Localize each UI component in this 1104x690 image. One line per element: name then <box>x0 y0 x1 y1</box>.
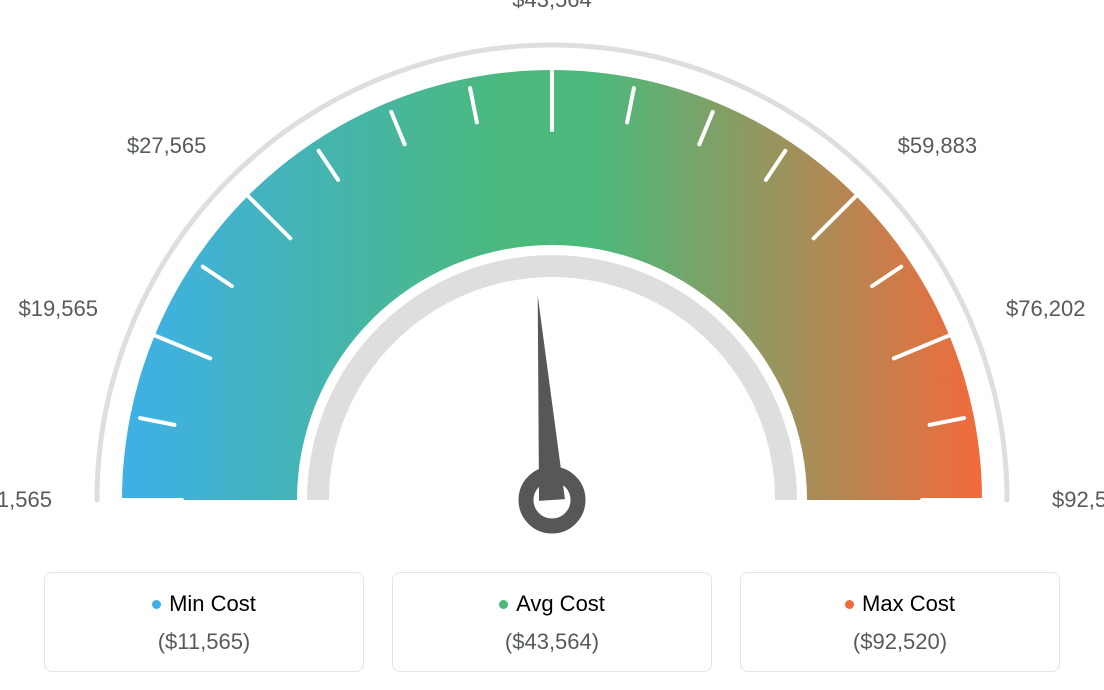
legend-title-max: Max Cost <box>751 591 1049 617</box>
gauge-tick-label: $27,565 <box>127 133 207 159</box>
legend-value-min: ($11,565) <box>55 629 353 655</box>
legend-card-avg: Avg Cost ($43,564) <box>392 572 712 672</box>
legend-value-avg: ($43,564) <box>403 629 701 655</box>
dot-icon-min <box>152 600 161 609</box>
gauge-tick-label: $11,565 <box>0 487 52 513</box>
legend-card-min: Min Cost ($11,565) <box>44 572 364 672</box>
legend-card-max: Max Cost ($92,520) <box>740 572 1060 672</box>
legend-value-max: ($92,520) <box>751 629 1049 655</box>
gauge-area: $11,565 $19,565 $27,565 $43,564 $59,883 $76,2… <box>0 0 1104 560</box>
legend-label-max: Max Cost <box>862 591 955 617</box>
gauge-svg <box>0 0 1104 560</box>
gauge-tick-label: $76,202 <box>1006 296 1086 322</box>
legend-row: Min Cost ($11,565) Avg Cost ($43,564) Ma… <box>0 572 1104 672</box>
dot-icon-max <box>845 600 854 609</box>
legend-title-min: Min Cost <box>55 591 353 617</box>
legend-label-avg: Avg Cost <box>516 591 605 617</box>
dot-icon-avg <box>499 600 508 609</box>
legend-title-avg: Avg Cost <box>403 591 701 617</box>
gauge-tick-label: $92,520 <box>1052 487 1104 513</box>
gauge-tick-label: $59,883 <box>898 133 978 159</box>
gauge-tick-label: $19,565 <box>18 296 98 322</box>
gauge-tick-label: $43,564 <box>512 0 592 13</box>
cost-gauge-chart: $11,565 $19,565 $27,565 $43,564 $59,883 $76,2… <box>0 0 1104 690</box>
legend-label-min: Min Cost <box>169 591 256 617</box>
